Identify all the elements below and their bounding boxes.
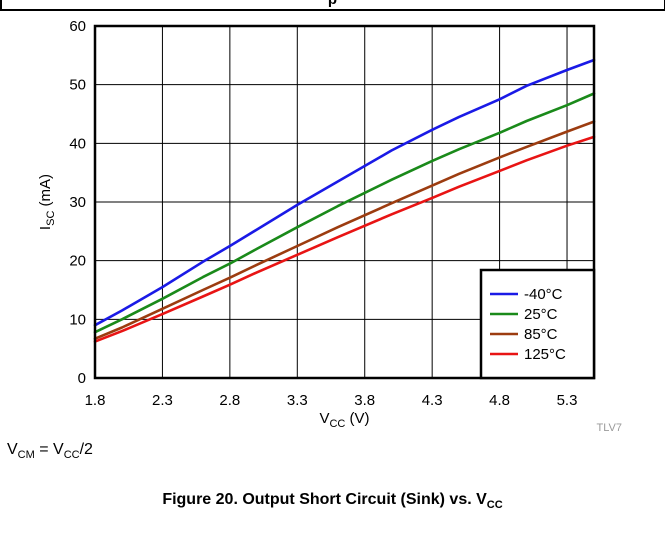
clipped-header-text: p	[0, 0, 665, 8]
x-axis-label-main: V	[319, 410, 329, 427]
y-axis-label-main: I	[37, 226, 54, 230]
y-tick-label: 40	[69, 135, 86, 152]
series-line	[93, 135, 596, 343]
y-axis-label-tail: (mA)	[37, 174, 54, 211]
y-tick-label: 10	[69, 311, 86, 328]
x-tick-label: 4.8	[489, 392, 510, 409]
x-tick-labels: 1.8 2.3 2.8 3.3 3.8 4.3 4.8 5.3	[85, 392, 578, 409]
x-tick-label: 3.3	[287, 392, 308, 409]
plot-border	[93, 24, 596, 380]
cond-rhs-main: V	[53, 441, 64, 458]
cond-rhs-tail: /2	[79, 441, 93, 458]
legend-label: 125°C	[524, 346, 566, 363]
frame-bottom-rule	[0, 9, 665, 11]
x-axis-label: VCC (V)	[319, 410, 369, 430]
x-axis-label-sub: CC	[329, 418, 345, 430]
frame-right-rule	[663, 0, 665, 10]
short-circuit-chart: 1.8 2.3 2.8 3.3 3.8 4.3 4.8 5.3 0 10 20 30 40 50 60 V…	[37, 18, 622, 434]
legend-box	[479, 268, 596, 380]
x-tick-label: 5.3	[557, 392, 578, 409]
figure-caption: Figure 20. Output Short Circuit (Sink) v…	[0, 491, 665, 511]
caption-sub: CC	[486, 499, 503, 512]
frame-left-rule	[0, 0, 2, 10]
series-line	[93, 120, 596, 341]
x-tick-label: 2.8	[219, 392, 240, 409]
series-line	[93, 92, 596, 334]
x-tick-label: 4.3	[422, 392, 443, 409]
x-axis-label-tail: (V)	[345, 410, 369, 427]
cond-eq: =	[34, 441, 54, 458]
y-tick-label: 20	[69, 253, 86, 270]
cond-lhs-sub: CM	[17, 449, 35, 462]
legend: -40°C 25°C 85°C 125°C	[479, 268, 596, 380]
legend-label: -40°C	[524, 286, 563, 303]
legend-label: 85°C	[524, 326, 558, 343]
series-line	[93, 58, 596, 327]
figure-code-tag: TLV7	[597, 422, 622, 434]
caption-text: Figure 20. Output Short Circuit (Sink) v…	[162, 491, 487, 508]
y-axis-label-sub: SC	[45, 211, 57, 226]
x-tick-label: 1.8	[85, 392, 106, 409]
condition-note: VCM = VCC/2	[7, 441, 93, 461]
x-tick-label: 3.8	[354, 392, 375, 409]
cond-rhs-sub: CC	[63, 449, 80, 462]
series-layer	[93, 58, 596, 343]
y-axis-label: ISC (mA)	[37, 174, 57, 230]
x-tick-label: 2.3	[152, 392, 173, 409]
cond-lhs-main: V	[7, 441, 18, 458]
y-tick-label: 30	[69, 194, 86, 211]
legend-label: 25°C	[524, 306, 558, 323]
y-tick-labels: 0 10 20 30 40 50 60	[69, 18, 86, 387]
y-tick-label: 50	[69, 77, 86, 94]
y-tick-label: 0	[78, 370, 86, 387]
y-tick-label: 60	[69, 18, 86, 35]
